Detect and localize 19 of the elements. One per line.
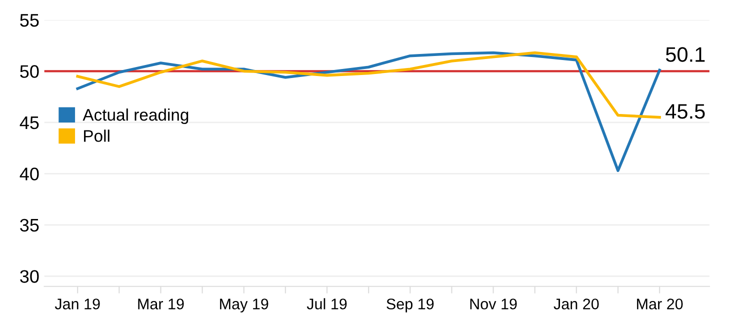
x-tick-label: Nov 19 bbox=[470, 298, 517, 310]
x-tick-label: Jul 19 bbox=[306, 298, 347, 310]
legend-label: Actual reading bbox=[82, 108, 188, 124]
x-tick-label: Mar 19 bbox=[138, 298, 184, 310]
y-tick-label: 30 bbox=[20, 270, 39, 283]
y-tick-label: 40 bbox=[20, 168, 39, 180]
x-tick-label: Jan 20 bbox=[554, 298, 599, 310]
x-tick-label: Sep 19 bbox=[386, 298, 434, 312]
y-tick-label: 50 bbox=[20, 65, 39, 78]
x-tick-label: May 19 bbox=[220, 298, 268, 312]
y-tick-label: 45 bbox=[20, 116, 39, 130]
x-tick-label: Mar 20 bbox=[637, 298, 683, 310]
line-series bbox=[76, 51, 661, 172]
data-label: 45.5 bbox=[666, 104, 705, 119]
y-tick-label: 35 bbox=[20, 218, 39, 232]
legend-label: Poll bbox=[84, 130, 110, 142]
x-tick-label: Jan 19 bbox=[54, 298, 100, 310]
data-label: 50.1 bbox=[666, 47, 705, 62]
y-tick-label: 55 bbox=[20, 14, 39, 27]
